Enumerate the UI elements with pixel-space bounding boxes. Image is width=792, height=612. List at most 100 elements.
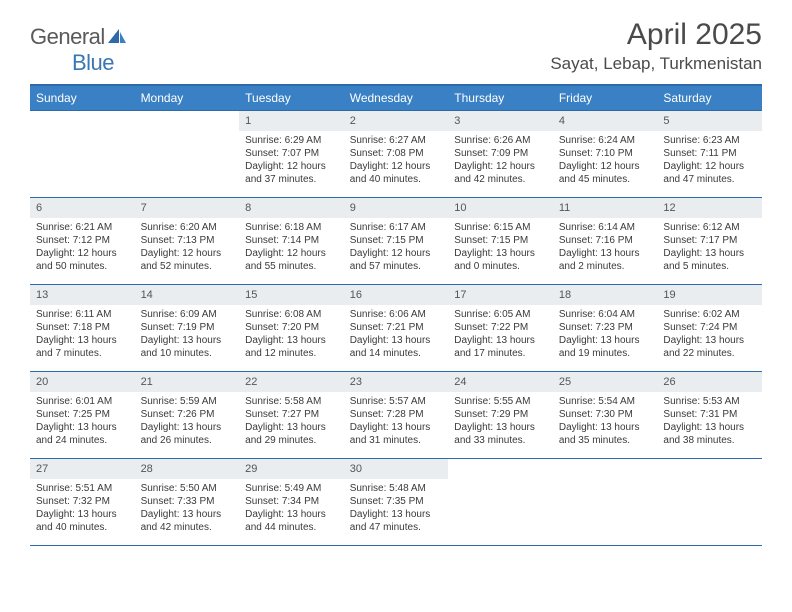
daylight-text: Daylight: 13 hours and 40 minutes. <box>36 508 129 534</box>
sunset-text: Sunset: 7:24 PM <box>663 321 756 334</box>
day-cell: 18Sunrise: 6:04 AMSunset: 7:23 PMDayligh… <box>553 285 658 371</box>
week-row: 1Sunrise: 6:29 AMSunset: 7:07 PMDaylight… <box>30 110 762 197</box>
sunset-text: Sunset: 7:33 PM <box>141 495 234 508</box>
day-body: Sunrise: 6:15 AMSunset: 7:15 PMDaylight:… <box>448 218 553 277</box>
day-body: Sunrise: 5:57 AMSunset: 7:28 PMDaylight:… <box>344 392 449 451</box>
empty-cell <box>657 459 762 545</box>
day-body: Sunrise: 6:18 AMSunset: 7:14 PMDaylight:… <box>239 218 344 277</box>
day-body: Sunrise: 5:51 AMSunset: 7:32 PMDaylight:… <box>30 479 135 538</box>
sunrise-text: Sunrise: 6:29 AM <box>245 134 338 147</box>
day-number: 22 <box>239 372 344 392</box>
daylight-text: Daylight: 12 hours and 40 minutes. <box>350 160 443 186</box>
daylight-text: Daylight: 12 hours and 47 minutes. <box>663 160 756 186</box>
sunset-text: Sunset: 7:20 PM <box>245 321 338 334</box>
day-body: Sunrise: 6:23 AMSunset: 7:11 PMDaylight:… <box>657 131 762 190</box>
week-row: 6Sunrise: 6:21 AMSunset: 7:12 PMDaylight… <box>30 197 762 284</box>
daylight-text: Daylight: 13 hours and 29 minutes. <box>245 421 338 447</box>
sunset-text: Sunset: 7:11 PM <box>663 147 756 160</box>
day-body: Sunrise: 6:09 AMSunset: 7:19 PMDaylight:… <box>135 305 240 364</box>
daylight-text: Daylight: 12 hours and 52 minutes. <box>141 247 234 273</box>
day-body: Sunrise: 6:24 AMSunset: 7:10 PMDaylight:… <box>553 131 658 190</box>
dayhead-mon: Monday <box>135 86 240 110</box>
empty-cell <box>30 111 135 197</box>
empty-cell <box>553 459 658 545</box>
day-cell: 11 Sunrise: 6:14 AMSunset: 7:16 PMDayligh… <box>553 198 658 284</box>
day-cell: 8Sunrise: 6:18 AMSunset: 7:14 PMDaylight… <box>239 198 344 284</box>
day-body: Sunrise: 6:26 AMSunset: 7:09 PMDaylight:… <box>448 131 553 190</box>
sunrise-text: Sunrise: 5:49 AM <box>245 482 338 495</box>
day-number: 30 <box>344 459 449 479</box>
sunrise-text: Sunrise: 6:01 AM <box>36 395 129 408</box>
sunrise-text: Sunrise: 5:50 AM <box>141 482 234 495</box>
dayhead-sun: Sunday <box>30 86 135 110</box>
sunrise-text: Sunrise: 5:59 AM <box>141 395 234 408</box>
day-body: Sunrise: 5:53 AMSunset: 7:31 PMDaylight:… <box>657 392 762 451</box>
day-cell: 12Sunrise: 6:12 AMSunset: 7:17 PMDayligh… <box>657 198 762 284</box>
day-cell: 14Sunrise: 6:09 AMSunset: 7:19 PMDayligh… <box>135 285 240 371</box>
daylight-text: Daylight: 13 hours and 22 minutes. <box>663 334 756 360</box>
sunset-text: Sunset: 7:32 PM <box>36 495 129 508</box>
sunset-text: Sunset: 7:16 PM <box>559 234 652 247</box>
day-cell: 30Sunrise: 5:48 AMSunset: 7:35 PMDayligh… <box>344 459 449 545</box>
day-cell: 25Sunrise: 5:54 AMSunset: 7:30 PMDayligh… <box>553 372 658 458</box>
daylight-text: Daylight: 12 hours and 37 minutes. <box>245 160 338 186</box>
sunrise-text: Sunrise: 6:27 AM <box>350 134 443 147</box>
day-number: 28 <box>135 459 240 479</box>
daylight-text: Daylight: 13 hours and 42 minutes. <box>141 508 234 534</box>
sunrise-text: Sunrise: 6:05 AM <box>454 308 547 321</box>
day-body: Sunrise: 6:05 AMSunset: 7:22 PMDaylight:… <box>448 305 553 364</box>
week-row: 13Sunrise: 6:11 AMSunset: 7:18 PMDayligh… <box>30 284 762 371</box>
day-body: Sunrise: 5:55 AMSunset: 7:29 PMDaylight:… <box>448 392 553 451</box>
daylight-text: Daylight: 12 hours and 57 minutes. <box>350 247 443 273</box>
sunrise-text: Sunrise: 5:53 AM <box>663 395 756 408</box>
daylight-text: Daylight: 13 hours and 31 minutes. <box>350 421 443 447</box>
sunrise-text: Sunrise: 6:14 AM <box>559 221 652 234</box>
sunrise-text: Sunrise: 5:54 AM <box>559 395 652 408</box>
day-body: Sunrise: 6:04 AMSunset: 7:23 PMDaylight:… <box>553 305 658 364</box>
day-number: 11 <box>553 198 658 218</box>
day-number: 17 <box>448 285 553 305</box>
dayhead-sat: Saturday <box>657 86 762 110</box>
sunset-text: Sunset: 7:21 PM <box>350 321 443 334</box>
day-number: 7 <box>135 198 240 218</box>
day-body: Sunrise: 6:27 AMSunset: 7:08 PMDaylight:… <box>344 131 449 190</box>
day-cell: 1Sunrise: 6:29 AMSunset: 7:07 PMDaylight… <box>239 111 344 197</box>
daylight-text: Daylight: 13 hours and 47 minutes. <box>350 508 443 534</box>
day-cell: 26Sunrise: 5:53 AMSunset: 7:31 PMDayligh… <box>657 372 762 458</box>
dayhead-wed: Wednesday <box>344 86 449 110</box>
day-cell: 13Sunrise: 6:11 AMSunset: 7:18 PMDayligh… <box>30 285 135 371</box>
day-body: Sunrise: 5:59 AMSunset: 7:26 PMDaylight:… <box>135 392 240 451</box>
day-cell: 17Sunrise: 6:05 AMSunset: 7:22 PMDayligh… <box>448 285 553 371</box>
day-number: 8 <box>239 198 344 218</box>
daylight-text: Daylight: 13 hours and 2 minutes. <box>559 247 652 273</box>
day-cell: 16Sunrise: 6:06 AMSunset: 7:21 PMDayligh… <box>344 285 449 371</box>
day-number: 4 <box>553 111 658 131</box>
empty-cell <box>448 459 553 545</box>
sail-icon <box>107 28 127 44</box>
daylight-text: Daylight: 12 hours and 50 minutes. <box>36 247 129 273</box>
logo-part2: Blue <box>72 50 114 75</box>
daylight-text: Daylight: 13 hours and 17 minutes. <box>454 334 547 360</box>
day-cell: 5Sunrise: 6:23 AMSunset: 7:11 PMDaylight… <box>657 111 762 197</box>
daylight-text: Daylight: 13 hours and 7 minutes. <box>36 334 129 360</box>
day-number: 19 <box>657 285 762 305</box>
header: General Blue April 2025 Sayat, Lebap, Tu… <box>30 18 762 76</box>
day-number: 27 <box>30 459 135 479</box>
sunset-text: Sunset: 7:31 PM <box>663 408 756 421</box>
daylight-text: Daylight: 12 hours and 42 minutes. <box>454 160 547 186</box>
day-cell: 28 Sunrise: 5:50 AMSunset: 7:33 PMDayligh… <box>135 459 240 545</box>
sunset-text: Sunset: 7:23 PM <box>559 321 652 334</box>
day-body: Sunrise: 6:11 AMSunset: 7:18 PMDaylight:… <box>30 305 135 364</box>
day-number: 25 <box>553 372 658 392</box>
day-cell: 20Sunrise: 6:01 AMSunset: 7:25 PMDayligh… <box>30 372 135 458</box>
day-cell: 6Sunrise: 6:21 AMSunset: 7:12 PMDaylight… <box>30 198 135 284</box>
sunrise-text: Sunrise: 6:08 AM <box>245 308 338 321</box>
day-number: 21 <box>135 372 240 392</box>
week-row: 20Sunrise: 6:01 AMSunset: 7:25 PMDayligh… <box>30 371 762 458</box>
sunset-text: Sunset: 7:08 PM <box>350 147 443 160</box>
day-number: 23 <box>344 372 449 392</box>
sunset-text: Sunset: 7:35 PM <box>350 495 443 508</box>
sunset-text: Sunset: 7:13 PM <box>141 234 234 247</box>
sunset-text: Sunset: 7:28 PM <box>350 408 443 421</box>
sunset-text: Sunset: 7:18 PM <box>36 321 129 334</box>
